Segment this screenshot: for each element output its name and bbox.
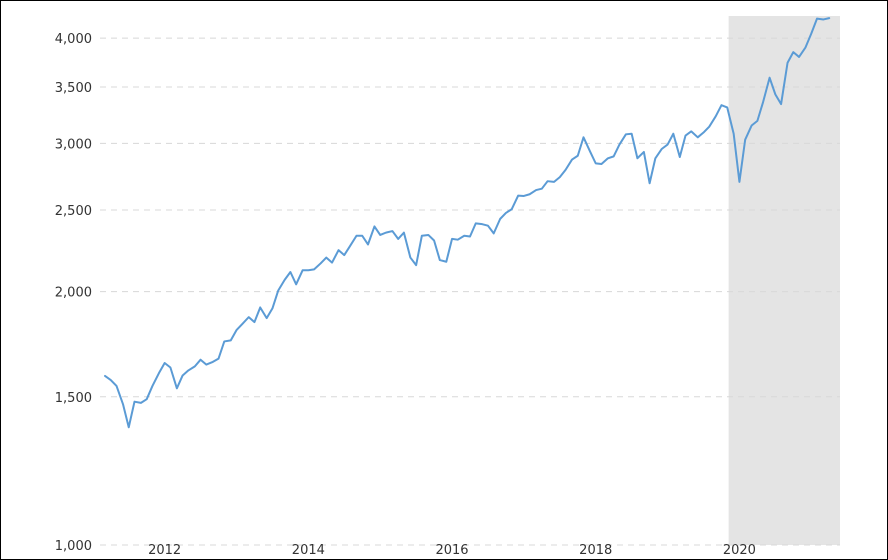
y-tick-label: 1,000 (55, 539, 92, 554)
shaded-region (728, 16, 840, 545)
y-tick-label: 2,000 (55, 286, 92, 301)
x-tick-label: 2014 (292, 543, 325, 558)
x-axis-ticks: 2012 2014 2016 2018 2020 (148, 543, 756, 558)
y-tick-label: 2,500 (55, 204, 92, 219)
shaded-region-layer (728, 16, 840, 545)
y-tick-label: 4,000 (55, 32, 92, 47)
series-layer (104, 17, 831, 429)
x-tick-label: 2012 (148, 543, 181, 558)
gridlines (100, 37, 840, 546)
y-tick-label: 1,500 (55, 391, 92, 406)
y-tick-label: 3,500 (55, 81, 92, 96)
x-tick-label: 2018 (579, 543, 612, 558)
x-tick-label: 2020 (723, 543, 756, 558)
series-line (104, 17, 831, 429)
x-tick-label: 2016 (435, 543, 468, 558)
y-axis-ticks: 1,000 1,500 2,000 2,500 3,000 3,500 4,000 (55, 32, 92, 554)
y-tick-label: 3,000 (55, 137, 92, 152)
